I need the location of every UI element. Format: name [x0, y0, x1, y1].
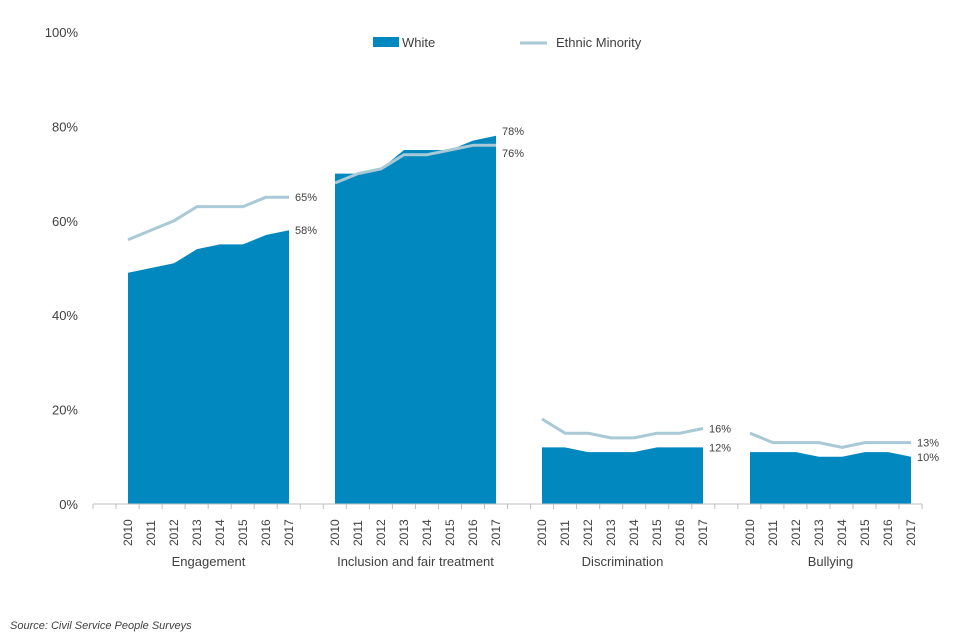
x-tick-label: 2017	[696, 519, 710, 546]
line-ethnic-minority-inclusion-and-fair-treatment	[334, 143, 496, 185]
legend: White Ethnic Minority	[373, 35, 642, 50]
data-label-ethnic-minority: 16%	[709, 423, 731, 435]
x-tick-label: 2012	[789, 519, 803, 546]
line-ethnic-minority-bullying	[749, 431, 911, 449]
x-tick-label: 2011	[766, 520, 780, 546]
x-tick-label: 2017	[489, 519, 503, 546]
area-white-engagement	[128, 230, 289, 504]
x-tick-label: 2010	[328, 519, 342, 546]
data-label-white: 12%	[709, 442, 731, 454]
x-tick-label: 2013	[812, 519, 826, 546]
y-tick-label: 60%	[52, 214, 78, 229]
x-tick-label: 2017	[904, 519, 918, 546]
x-tick-label: 2014	[835, 519, 849, 546]
x-tick-label: 2012	[167, 519, 181, 546]
x-tick-label: 2010	[121, 519, 135, 546]
group-label: Inclusion and fair treatment	[337, 554, 494, 569]
x-axis: 2010 2011 2012 2013 2014 2015 2016 2017 Engageme…	[92, 503, 923, 569]
area-white-inclusion-and-fair-treatment	[335, 135, 496, 505]
x-tick-label: 2014	[627, 519, 641, 546]
x-tick-label: 2014	[213, 519, 227, 546]
data-label-white: 78%	[502, 126, 524, 138]
x-tick-label: 2010	[535, 519, 549, 546]
line-ethnic-minority-discrimination	[541, 417, 704, 440]
x-tick-label: 2010	[743, 519, 757, 546]
line-ethnic-minority-engagement	[127, 195, 289, 242]
x-tick-label: 2015	[443, 519, 457, 546]
x-tick-label: 2015	[650, 519, 664, 546]
y-tick-label: 40%	[52, 308, 78, 323]
plot-area: 58% 65% 78% 76% 12% 16% 10% 13%	[127, 126, 939, 505]
x-tick-label: 2016	[259, 519, 273, 546]
area-white-bullying	[750, 452, 911, 504]
x-tick-label: 2016	[881, 519, 895, 546]
data-label-ethnic-minority: 76%	[502, 148, 524, 160]
x-tick-label: 2014	[420, 519, 434, 546]
data-label-ethnic-minority: 13%	[917, 438, 939, 450]
x-tick-label: 2013	[604, 519, 618, 546]
group-label: Engagement	[172, 554, 246, 569]
x-tick-label: 2015	[236, 519, 250, 546]
x-tick-label: 2012	[374, 519, 388, 546]
legend-label-white: White	[402, 35, 435, 50]
x-tick-label: 2011	[558, 520, 572, 546]
group-label: Discrimination	[582, 554, 664, 569]
area-white-discrimination	[542, 447, 703, 504]
y-tick-label: 0%	[59, 497, 78, 512]
x-tick-label: 2016	[466, 519, 480, 546]
x-tick-label: 2017	[282, 519, 296, 546]
group-label: Bullying	[808, 554, 854, 569]
x-tick-label: 2013	[397, 519, 411, 546]
y-axis: 0% 20% 40% 60% 80% 100%	[45, 25, 79, 512]
y-tick-label: 80%	[52, 119, 78, 134]
legend-label-ethnic-minority: Ethnic Minority	[556, 35, 642, 50]
y-tick-label: 20%	[52, 403, 78, 418]
x-tick-label: 2013	[190, 519, 204, 546]
x-tick-label: 2011	[351, 520, 365, 546]
data-label-white: 58%	[295, 225, 317, 237]
source-note: Source: Civil Service People Surveys	[10, 620, 192, 632]
x-tick-label: 2012	[581, 519, 595, 546]
x-tick-label: 2011	[144, 520, 158, 546]
data-label-ethnic-minority: 65%	[295, 192, 317, 204]
data-label-white: 10%	[917, 452, 939, 464]
legend-swatch-white	[373, 37, 399, 47]
x-tick-label: 2015	[858, 519, 872, 546]
y-tick-label: 100%	[45, 25, 79, 40]
x-tick-label: 2016	[673, 519, 687, 546]
